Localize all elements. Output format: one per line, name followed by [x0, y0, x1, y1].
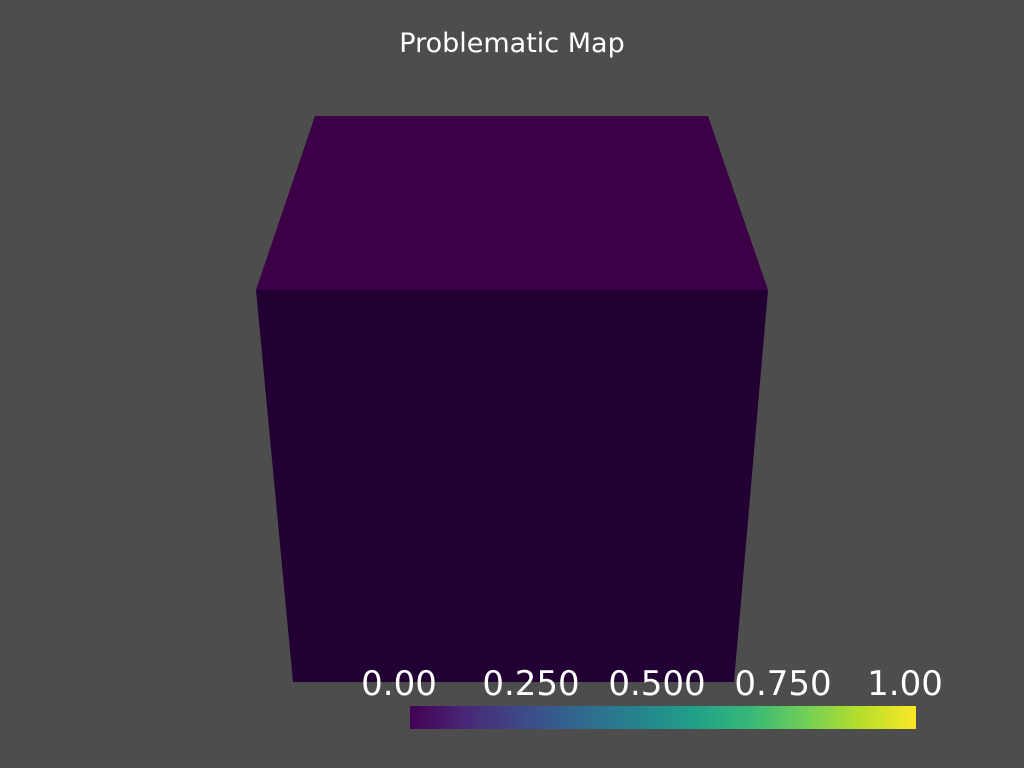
scalar-bar-tick-label-4: 1.00: [867, 664, 943, 704]
scalar-bar-tick-label-1: 0.250: [482, 664, 580, 704]
cube-front-face: [256, 290, 768, 682]
scalar-bar-tick-label-2: 0.500: [608, 664, 706, 704]
scalar-bar-colorbar: [410, 706, 916, 729]
scalar-bar-tick-label-0: 0.00: [361, 664, 437, 704]
plot-title: Problematic Map: [399, 28, 625, 59]
cube-top-face: [256, 116, 768, 290]
scalar-bar-tick-label-3: 0.750: [734, 664, 832, 704]
